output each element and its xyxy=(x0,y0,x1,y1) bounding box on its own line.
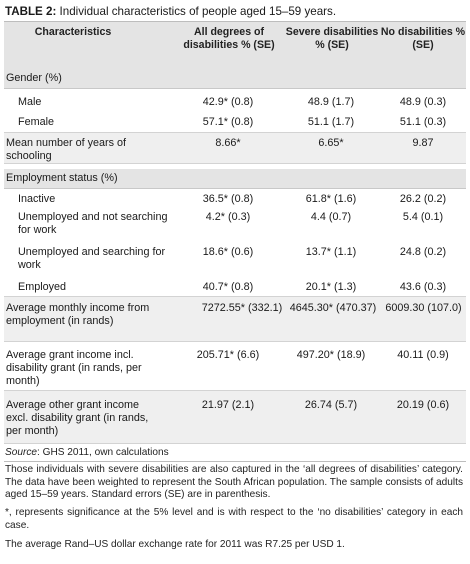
cell-unemployed-searching-severe: 13.7* (1.1) xyxy=(305,246,357,258)
cell-female-severe: 51.1 (1.7) xyxy=(307,116,355,128)
cell-unemployed-not-searching-all: 4.2* (0.3) xyxy=(205,211,251,223)
cell-other-grant-income-none: 20.19 (0.6) xyxy=(396,399,450,411)
column-header-all-disabilities: All degrees of disabilities % (SE) xyxy=(183,26,275,51)
table-title: Individual characteristics of people age… xyxy=(59,5,337,18)
cell-unemployed-searching-all: 18.6* (0.6) xyxy=(202,246,254,258)
cell-female-none: 51.1 (0.3) xyxy=(399,116,447,128)
cell-schooling-none: 9.87 xyxy=(412,137,434,149)
cell-other-grant-income-severe: 26.74 (5.7) xyxy=(304,399,358,411)
table-caption: TABLE 2: Individual characteristics of p… xyxy=(5,3,465,20)
row-label-schooling: Mean number of years of schooling xyxy=(6,137,127,162)
row-label-female: Female xyxy=(18,116,55,128)
cell-male-severe: 48.9 (1.7) xyxy=(307,96,355,108)
cell-unemployed-searching-none: 24.8 (0.2) xyxy=(399,246,447,258)
column-header-no-disabilities: No disabilities % (SE) xyxy=(380,26,466,51)
row-label-other-grant-income: Average other grant income excl. disabil… xyxy=(6,399,149,437)
cell-inactive-severe: 61.8* (1.6) xyxy=(305,193,357,205)
section-header-employment: Employment status (%) xyxy=(4,169,466,189)
note-source: Source: GHS 2011, own calculations xyxy=(5,447,463,460)
cell-monthly-income-severe: 4645.30* (470.37) xyxy=(289,302,377,314)
column-header-characteristics: Characteristics xyxy=(34,26,112,38)
note-weighting: Those individuals with severe disabiliti… xyxy=(5,464,463,501)
row-monthly-income xyxy=(4,296,466,342)
cell-male-none: 48.9 (0.3) xyxy=(399,96,447,108)
cell-male-all: 42.9* (0.8) xyxy=(202,96,254,108)
column-header-severe-disabilities: Severe disabilities % (SE) xyxy=(285,26,379,51)
cell-unemployed-not-searching-severe: 4.4 (0.7) xyxy=(310,211,352,223)
cell-schooling-all: 8.66* xyxy=(215,137,241,149)
source-label: Source xyxy=(5,447,37,458)
notes-divider xyxy=(4,461,466,462)
cell-inactive-all: 36.5* (0.8) xyxy=(202,193,254,205)
cell-employed-none: 43.6 (0.3) xyxy=(399,281,447,293)
row-label-grant-income: Average grant income incl. disability gr… xyxy=(6,349,142,387)
cell-employed-severe: 20.1* (1.3) xyxy=(305,281,357,293)
row-label-unemployed-not-searching: Unemployed and not searching for work xyxy=(18,211,168,236)
note-exchange-rate: The average Rand–US dollar exchange rate… xyxy=(5,539,345,550)
row-label-male: Male xyxy=(18,96,42,108)
table-header: Characteristics All degrees of disabilit… xyxy=(4,21,466,70)
cell-schooling-severe: 6.65* xyxy=(318,137,344,149)
table-label: TABLE 2: xyxy=(5,5,57,18)
cell-other-grant-income-all: 21.97 (2.1) xyxy=(201,399,255,411)
row-label-employed: Employed xyxy=(18,281,67,293)
source-text: : GHS 2011, own calculations xyxy=(36,447,169,458)
row-label-inactive: Inactive xyxy=(18,193,56,205)
row-label-unemployed-searching: Unemployed and searching for work xyxy=(18,246,166,271)
cell-grant-income-all: 205.71* (6.6) xyxy=(196,349,260,361)
row-other-grant-income xyxy=(4,390,466,444)
row-label-monthly-income: Average monthly income from employment (… xyxy=(6,302,150,327)
section-heading: Gender (%) xyxy=(6,72,62,84)
cell-employed-all: 40.7* (0.8) xyxy=(202,281,254,293)
note-significance: *, represents significance at the 5% lev… xyxy=(5,507,463,531)
cell-inactive-none: 26.2 (0.2) xyxy=(399,193,447,205)
cell-female-all: 57.1* (0.8) xyxy=(202,116,254,128)
section-heading: Employment status (%) xyxy=(6,172,118,184)
cell-unemployed-not-searching-none: 5.4 (0.1) xyxy=(402,211,444,223)
row-schooling xyxy=(4,132,466,164)
cell-monthly-income-none: 6009.30 (107.0) xyxy=(385,302,462,314)
section-header-gender: Gender (%) xyxy=(4,69,466,89)
cell-grant-income-none: 40.11 (0.9) xyxy=(397,349,449,361)
cell-grant-income-severe: 497.20* (18.9) xyxy=(296,349,366,361)
cell-monthly-income-all: 7272.55* (332.1) xyxy=(201,302,283,314)
